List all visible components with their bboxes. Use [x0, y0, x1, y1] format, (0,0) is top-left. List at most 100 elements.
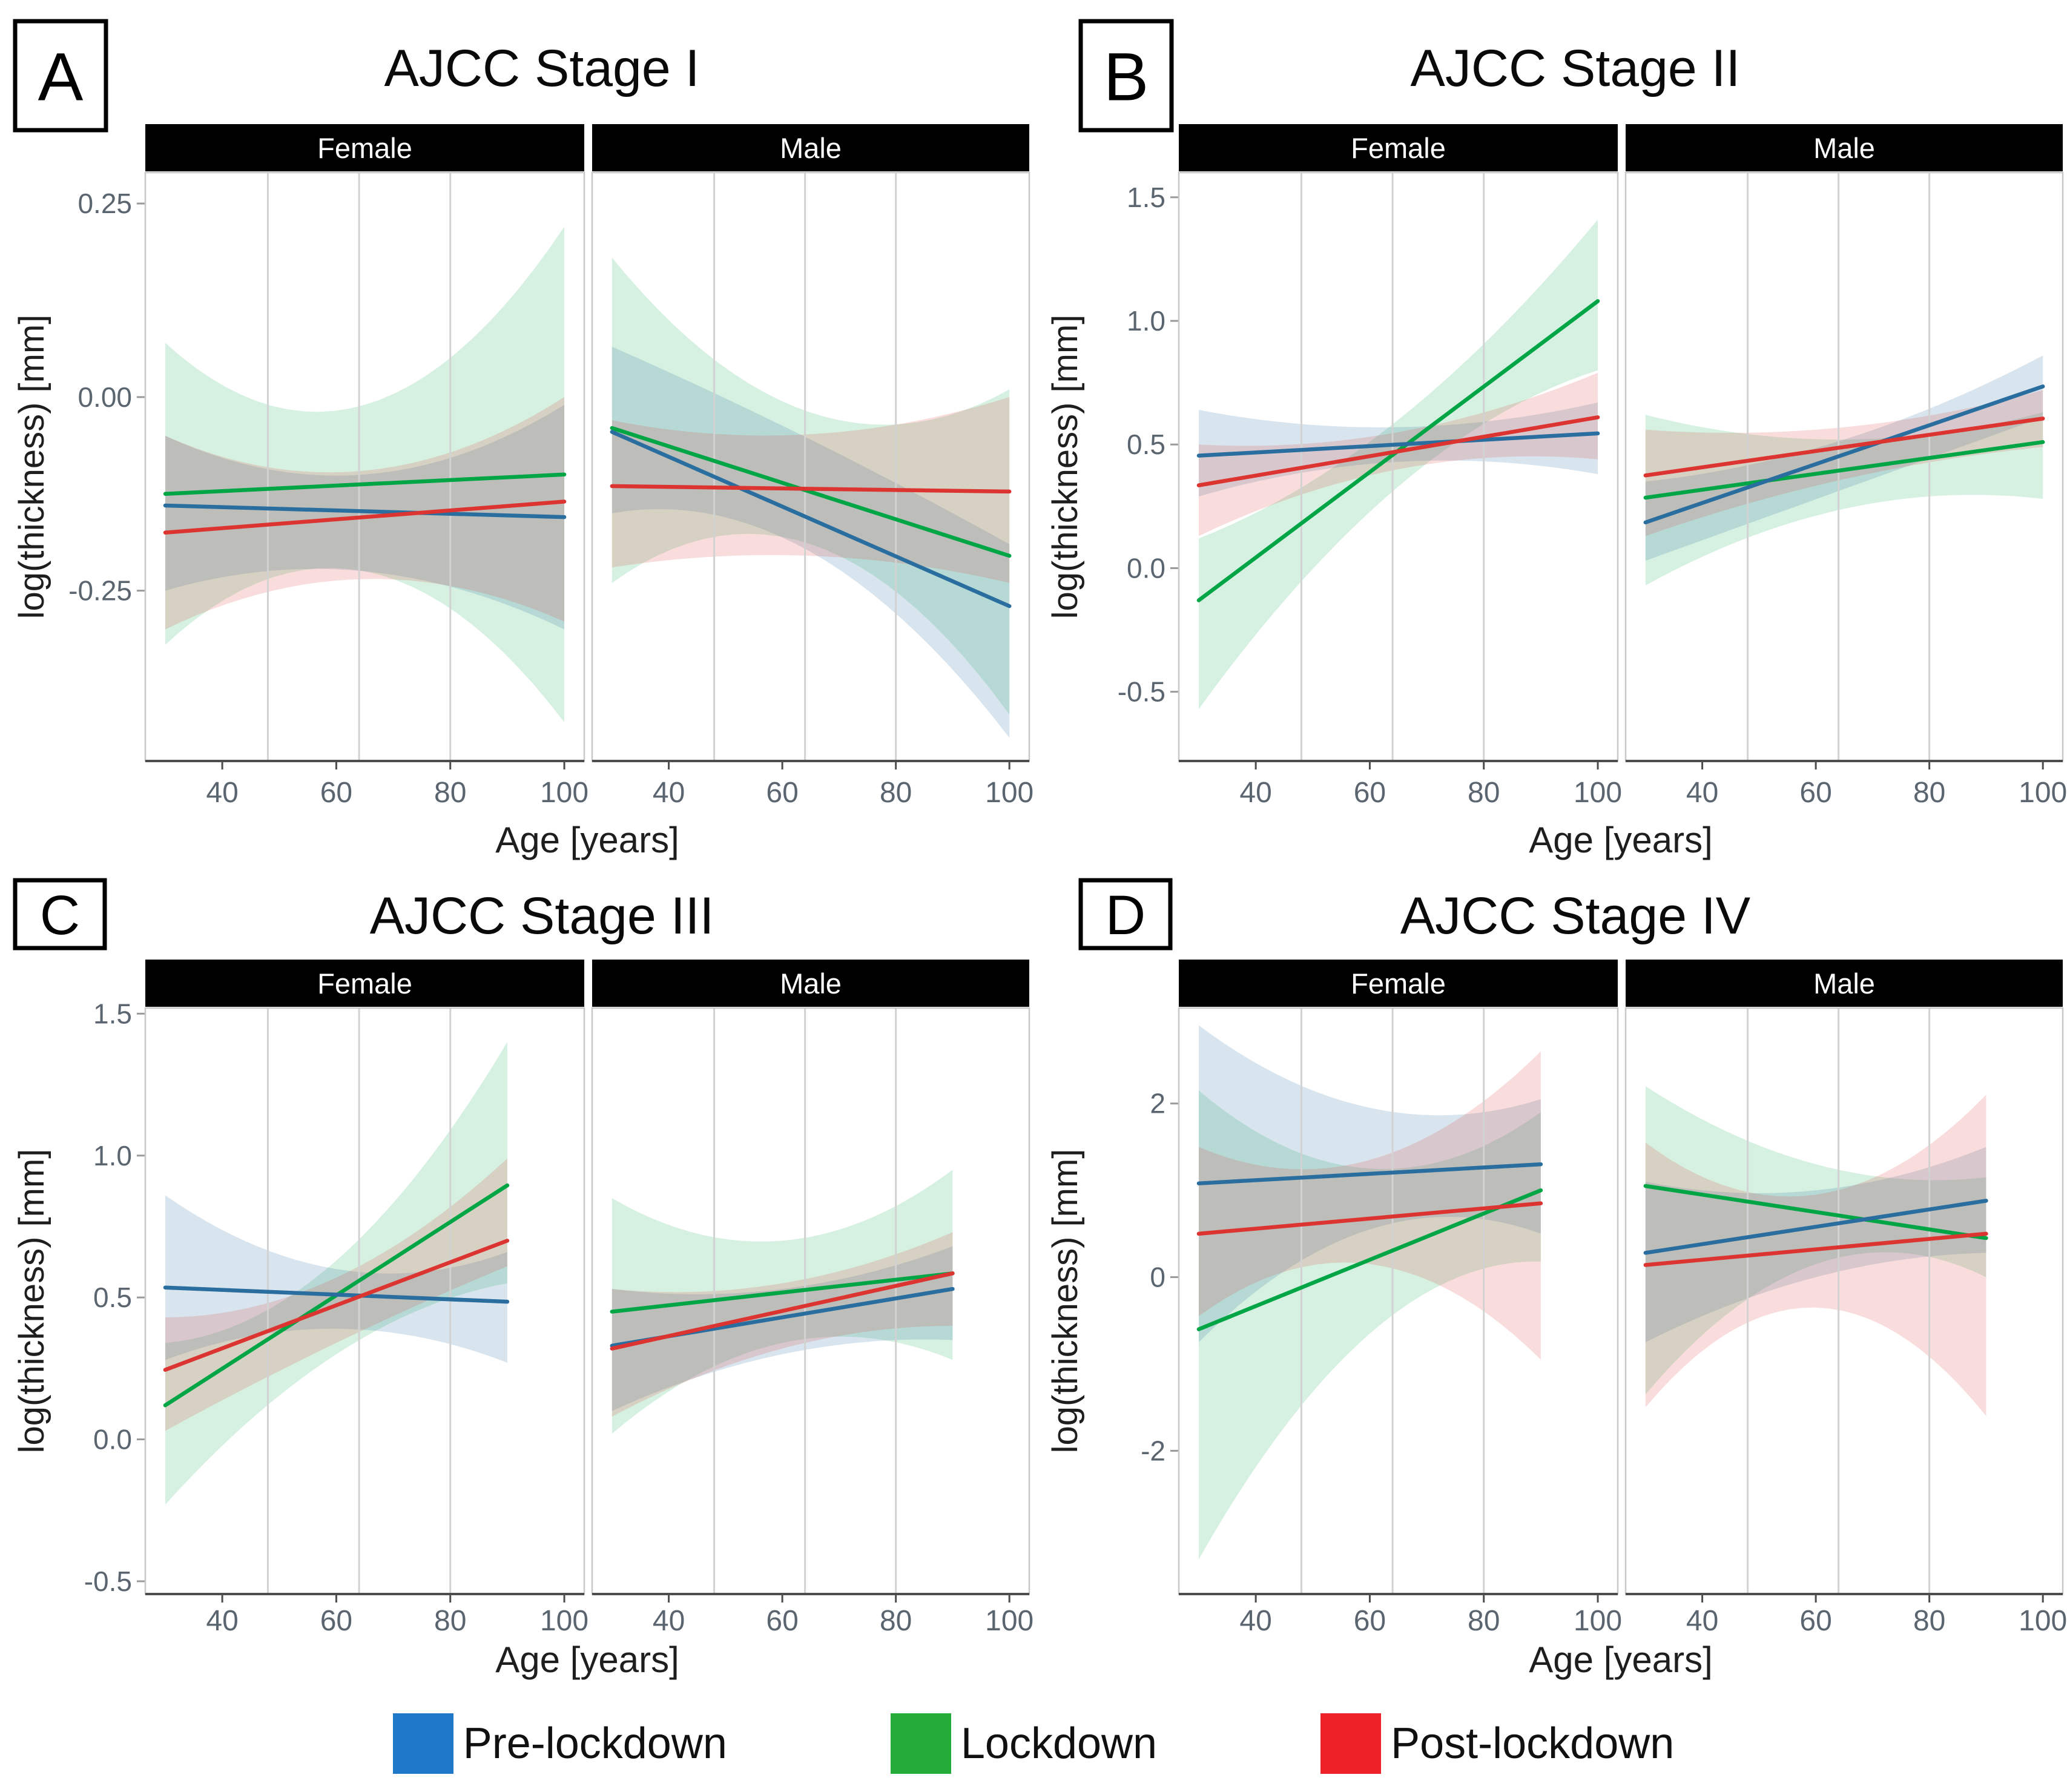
ci-ribbon-pre [1645, 1147, 1986, 1343]
y-tick-label: 0.25 [77, 188, 132, 219]
ci-ribbon-lock [612, 1170, 953, 1434]
x-tick-label: 40 [1686, 1605, 1718, 1637]
fit-line-post [1643, 417, 2045, 478]
facet-male: Male 40 60 80 100 [591, 124, 1034, 809]
facet-male: Male 40 60 80 100 [1624, 960, 2067, 1637]
y-axis-label: log(thickness) [mm] [1046, 315, 1085, 619]
legend-item-lockdown: Lockdown [890, 1713, 1157, 1774]
facet-female: Female 40 60 80 100 [1178, 960, 1622, 1637]
ci-ribbon-pre [612, 1246, 953, 1411]
y-tick-label: 0.5 [1127, 429, 1165, 460]
facet-strip-label: Male [1813, 132, 1875, 164]
ci-ribbon-post [1645, 390, 2043, 536]
facet-plot-area [592, 1008, 1029, 1594]
panel-letter-box [13, 19, 108, 133]
facet-male: Male 40 60 80 100 [1624, 124, 2067, 809]
facet-female: Female 40 60 80 100 [1178, 124, 1622, 809]
ci-ribbon-pre [612, 346, 1010, 738]
x-tick-label: 60 [766, 777, 798, 809]
x-tick-label: 60 [320, 777, 352, 809]
facet-male: Male 40 60 80 100 [591, 960, 1034, 1637]
panel-title: AJCC Stage II [1411, 39, 1741, 97]
fit-line-post [610, 1271, 955, 1351]
legend-label: Post-lockdown [1391, 1719, 1675, 1768]
y-tick-label: 0 [1150, 1262, 1165, 1293]
fit-line-post [163, 1239, 510, 1372]
y-tick-label: 0.0 [93, 1424, 132, 1455]
ci-ribbon-lock [165, 226, 565, 723]
panel-letter-box [13, 878, 107, 950]
y-tick-label: 1.0 [93, 1140, 132, 1171]
x-tick-label: 100 [1574, 777, 1622, 809]
fit-line-lock [610, 1271, 955, 1314]
x-tick-label: 60 [1799, 1605, 1831, 1637]
facet-strip-label: Male [780, 967, 842, 1000]
y-tick-label: -0.5 [84, 1566, 132, 1597]
panel-title: AJCC Stage III [370, 887, 714, 945]
legend: Pre-lockdown Lockdown Post-lockdown [0, 1683, 2067, 1792]
y-axis-label: log(thickness) [mm] [12, 1149, 51, 1454]
facet-plot-area [145, 1008, 584, 1594]
legend-item-post-lockdown: Post-lockdown [1320, 1713, 1674, 1774]
pre-lockdown-swatch-icon [392, 1713, 453, 1774]
y-tick-label: 0.00 [77, 381, 132, 413]
panel-letter: C [40, 884, 80, 946]
fit-line-lock [1196, 1188, 1543, 1331]
x-tick-label: 80 [880, 777, 912, 809]
x-tick-label: 60 [1354, 1605, 1386, 1637]
facet-plot-area [592, 173, 1029, 761]
ci-ribbon-lock [1198, 219, 1598, 710]
x-tick-label: 80 [1468, 777, 1500, 809]
x-tick-label: 80 [434, 777, 466, 809]
facet-plot-area [1179, 173, 1618, 761]
x-tick-label: 100 [2019, 1605, 2067, 1637]
y-tick-label: 1.0 [1127, 305, 1165, 337]
facet-plot-area [1179, 1008, 1618, 1594]
y-tick-label: -2 [1141, 1435, 1165, 1466]
ci-ribbon-pre [1645, 355, 2043, 561]
y-tick-label: 0.0 [1127, 552, 1165, 584]
x-tick-label: 40 [1686, 777, 1718, 809]
fit-line-post [1643, 1231, 1988, 1267]
x-tick-label: 100 [1574, 1605, 1622, 1637]
panel-letter: B [1104, 39, 1149, 114]
y-tick-label: 1.5 [93, 998, 132, 1029]
ci-ribbon-pre [1198, 1025, 1541, 1343]
fit-line-post [1196, 415, 1600, 487]
facet-strip [1626, 960, 2063, 1007]
panel-D: D AJCC Stage IV log(thickness) [mm] 2 0 -2 Fem… [1034, 878, 2067, 1683]
x-tick-label: 60 [1354, 777, 1386, 809]
ci-ribbon-lock [612, 257, 1010, 715]
x-tick-label: 100 [985, 1605, 1034, 1637]
y-tick-label: 0.5 [93, 1282, 132, 1313]
facet-plot-area [145, 173, 584, 761]
x-tick-label: 40 [653, 777, 685, 809]
facet-strip-label: Female [1351, 132, 1446, 164]
fit-line-pre [163, 1285, 510, 1304]
x-tick-label: 60 [320, 1605, 352, 1637]
x-tick-label: 40 [206, 1605, 238, 1637]
panel-B: B AJCC Stage II log(thickness) [mm] 1.5 1.0 0… [1034, 0, 2067, 878]
panel-title: AJCC Stage IV [1400, 887, 1750, 945]
facet-strip [145, 960, 584, 1007]
legend-label: Pre-lockdown [463, 1719, 727, 1768]
facet-strip [1179, 124, 1618, 171]
y-tick-label: 2 [1150, 1088, 1165, 1119]
facet-strip [1626, 124, 2063, 171]
facet-strip-label: Female [317, 967, 412, 1000]
y-axis-label: log(thickness) [mm] [1046, 1149, 1085, 1454]
fit-line-post [610, 484, 1012, 494]
panel-A-plot: A AJCC Stage I log(thickness) [mm] 0.25 0.00… [12, 19, 1034, 860]
ci-ribbon-pre [165, 1195, 507, 1363]
panel-A: A AJCC Stage I log(thickness) [mm] 0.25 0.00… [0, 0, 1034, 878]
fit-line-pre [610, 430, 1012, 608]
fit-line-lock [1643, 440, 2045, 500]
ci-ribbon-post [1645, 1095, 1986, 1417]
facet-strip-label: Female [317, 132, 412, 164]
y-tick-label: -0.25 [68, 575, 132, 607]
fit-line-pre [1196, 1162, 1543, 1185]
facet-plot-area [1626, 1008, 2063, 1594]
ci-ribbon-lock [165, 1042, 507, 1505]
lockdown-swatch-icon [890, 1713, 951, 1774]
